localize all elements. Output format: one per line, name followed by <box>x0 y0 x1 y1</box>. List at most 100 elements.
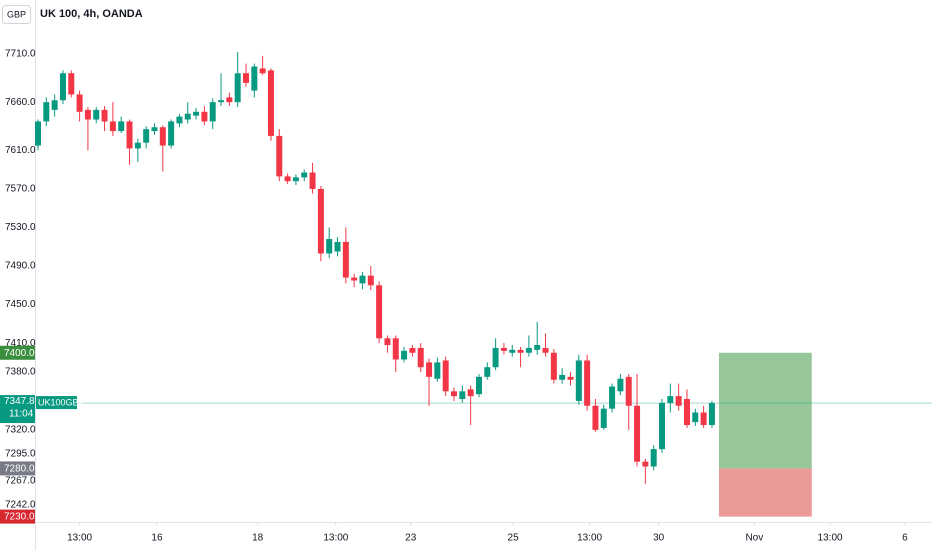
profit-zone <box>719 352 812 469</box>
candle-body <box>534 345 541 350</box>
candle-body <box>159 127 166 146</box>
y-tick-label: 7380.0 <box>5 367 36 378</box>
candle-body <box>500 347 507 351</box>
candle-body <box>226 97 233 103</box>
chart-title: UK 100, 4h, OANDA <box>40 8 143 20</box>
target-tag-label: 7400.0 <box>4 348 35 359</box>
y-tick-label: 7530.0 <box>5 222 36 233</box>
x-tick-label: 23 <box>405 533 417 544</box>
candle-body <box>692 412 699 423</box>
y-tick-label: 7710.0 <box>5 49 36 60</box>
y-tick-label: 7320.0 <box>5 425 36 436</box>
entry-tag <box>0 461 35 476</box>
candle-body <box>43 102 50 122</box>
candle-body <box>118 121 125 132</box>
entry-tag-label: 7280.0 <box>4 464 35 475</box>
currency[interactable]: GBP <box>7 9 26 19</box>
plot-area <box>35 52 932 517</box>
candle-body <box>592 405 599 430</box>
x-tick-label: 18 <box>252 533 264 544</box>
candle-body <box>151 127 158 132</box>
candle-body <box>101 109 108 122</box>
candle-body <box>201 111 208 122</box>
candle-body <box>59 73 66 101</box>
candle-body <box>334 241 341 252</box>
candle-body <box>301 172 308 178</box>
target-tag <box>0 345 35 360</box>
candle-body <box>317 188 324 254</box>
y-tick-label: 7295.0 <box>5 449 36 460</box>
candle-body <box>509 349 516 353</box>
candle-body <box>93 109 100 120</box>
candle-body <box>609 386 616 409</box>
candle-body <box>176 116 183 124</box>
candle-body <box>451 391 458 397</box>
y-tick-label: 7267.0 <box>5 476 36 487</box>
candle-body <box>475 376 482 395</box>
candle-body <box>525 347 532 353</box>
x-tick-label: 13:00 <box>577 533 602 544</box>
candle-body <box>326 239 333 254</box>
candle-body <box>234 73 241 103</box>
candle-body <box>76 94 83 112</box>
symbol-label: UK100GBP <box>38 397 85 407</box>
candle-body <box>251 66 258 91</box>
candle-body <box>134 142 141 149</box>
candle-body <box>243 73 249 83</box>
candle-body <box>625 376 632 406</box>
countdown: 11:04 <box>9 409 34 420</box>
candle-body <box>292 177 299 182</box>
candle-body <box>392 338 399 360</box>
candle-body <box>517 349 524 353</box>
candle-body <box>459 391 466 400</box>
x-tick-label: 13:00 <box>67 533 92 544</box>
x-tick-label: 6 <box>902 533 908 544</box>
candle-body <box>584 360 591 406</box>
candle-body <box>550 352 557 380</box>
candle-body <box>168 121 175 146</box>
candle-body <box>384 338 391 346</box>
candle-body <box>184 113 191 120</box>
candle-body <box>342 241 349 278</box>
y-tick-label: 7242.0 <box>5 500 36 511</box>
currency-box[interactable] <box>2 5 31 24</box>
candle-body <box>351 277 358 281</box>
candle-body <box>218 100 225 103</box>
last-price-label: 7347.8 <box>4 396 35 407</box>
candle-body <box>284 176 291 182</box>
x-tick-label: 16 <box>151 533 163 544</box>
candle-body <box>683 399 690 426</box>
y-tick-label: 7570.0 <box>5 184 36 195</box>
symbol-tag <box>36 396 77 410</box>
candle-body <box>467 389 474 397</box>
x-tick-label: 25 <box>508 533 520 544</box>
candle-body <box>35 121 41 146</box>
candle-body <box>409 347 416 353</box>
candle-body <box>667 396 674 403</box>
candle-body <box>209 102 216 122</box>
candle-body <box>417 347 424 368</box>
candle-body <box>376 285 383 339</box>
stop-tag <box>0 509 35 524</box>
candle-body <box>109 121 116 132</box>
loss-zone <box>719 468 812 517</box>
candle-body <box>659 402 666 450</box>
candle-body <box>367 275 374 286</box>
y-tick-label: 7490.0 <box>5 261 36 272</box>
y-tick-label: 7410.0 <box>5 338 36 349</box>
x-tick-label: 13:00 <box>323 533 348 544</box>
candle-body <box>426 362 433 377</box>
candle-body <box>276 135 283 177</box>
candle-body <box>126 121 133 149</box>
candle-body <box>575 360 582 401</box>
candle-body <box>567 376 574 380</box>
candle-body <box>542 347 549 353</box>
candle-body <box>600 408 607 428</box>
candle-body <box>193 111 200 116</box>
candle-body <box>484 367 491 377</box>
candle-body <box>642 461 649 467</box>
candle-body <box>84 109 91 120</box>
candle-body <box>650 449 657 467</box>
candle-body <box>708 403 715 426</box>
